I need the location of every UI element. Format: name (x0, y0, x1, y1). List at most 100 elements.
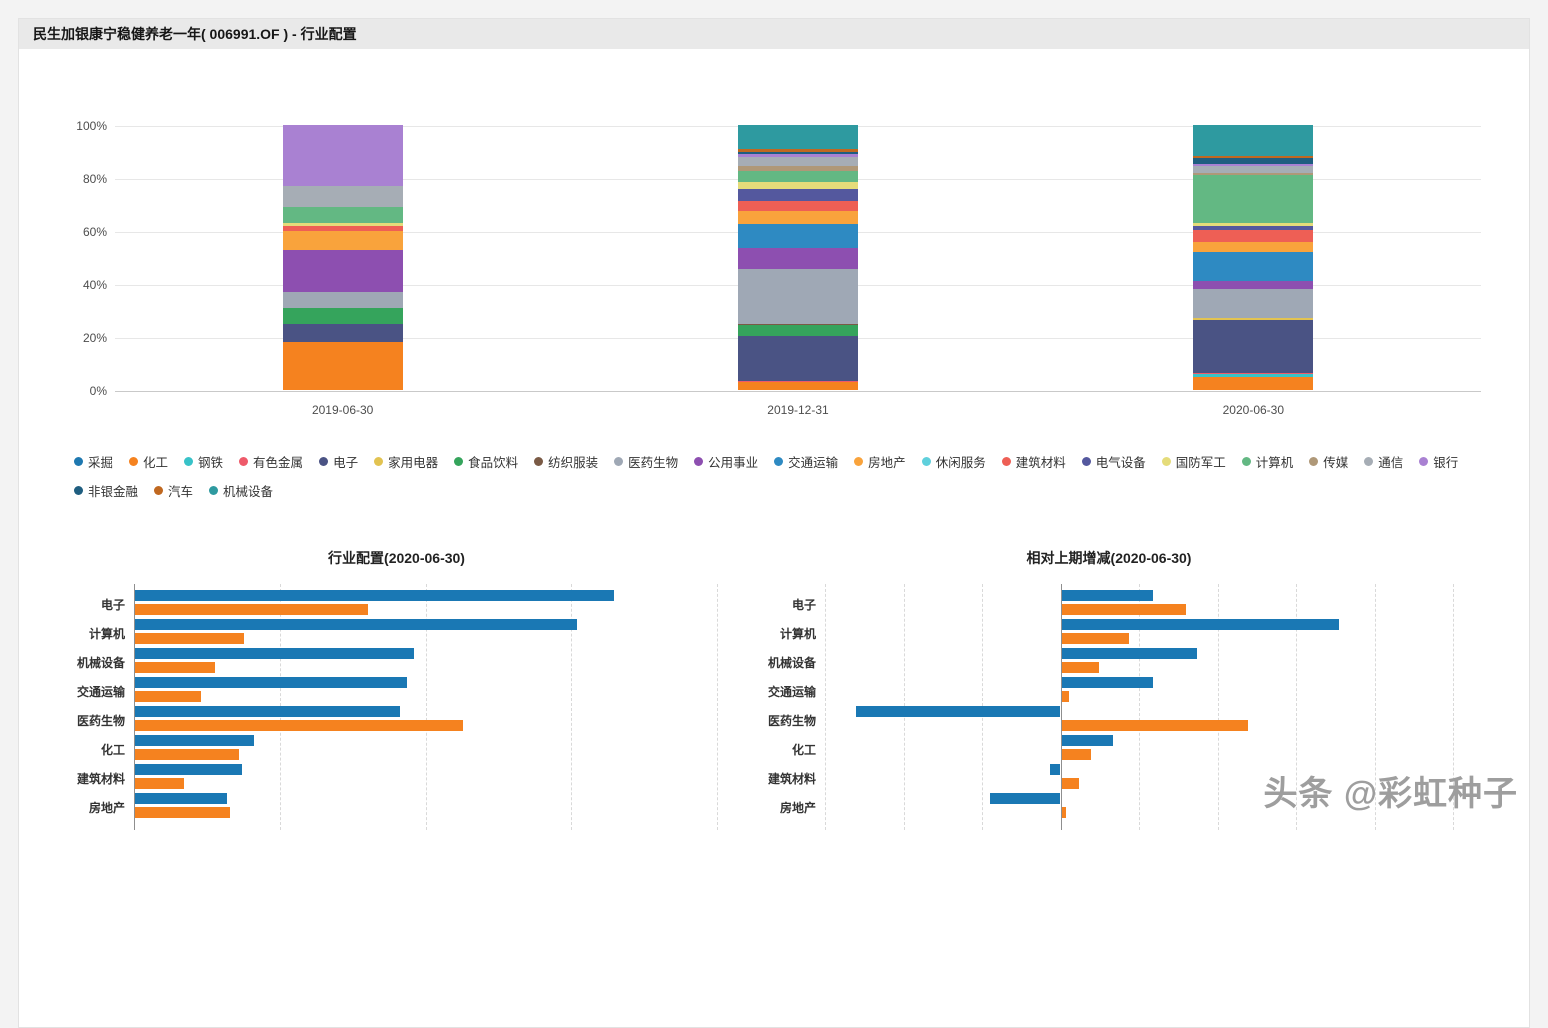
stacked-bar[interactable] (282, 125, 403, 390)
bar[interactable] (989, 793, 1061, 804)
bar-segment[interactable] (282, 231, 403, 250)
bar-segment[interactable] (738, 325, 858, 336)
bar-segment[interactable] (738, 224, 858, 249)
bar-segment[interactable] (738, 211, 858, 225)
bar-segment[interactable] (1193, 175, 1314, 224)
bar-segment[interactable] (1193, 241, 1314, 252)
bar-segment[interactable] (1193, 163, 1314, 167)
bar-segment[interactable] (738, 323, 858, 326)
legend-item[interactable]: 非银金融 (74, 481, 138, 500)
bar[interactable] (1061, 633, 1129, 644)
bar-segment[interactable] (738, 154, 858, 157)
bar-segment[interactable] (1193, 288, 1314, 318)
legend-item[interactable]: 电气设备 (1081, 452, 1146, 471)
bar-segment[interactable] (282, 125, 403, 187)
bar-segment[interactable] (1193, 377, 1314, 390)
bar[interactable] (135, 764, 242, 775)
bar-segment[interactable] (738, 125, 858, 149)
legend-item[interactable]: 纺织服装 (534, 452, 598, 471)
bar-segment[interactable] (282, 249, 403, 292)
legend-item[interactable]: 休闲服务 (921, 452, 986, 471)
bar[interactable] (135, 793, 228, 804)
bar[interactable] (135, 749, 240, 760)
legend-item[interactable]: 国防军工 (1161, 452, 1226, 471)
legend-item[interactable]: 建筑材料 (1001, 452, 1066, 471)
bar-segment[interactable] (1193, 223, 1314, 226)
legend-item[interactable]: 通信 (1364, 452, 1403, 471)
bar-segment[interactable] (1193, 230, 1314, 242)
bar-segment[interactable] (738, 200, 858, 212)
bar[interactable] (135, 720, 463, 731)
legend-item[interactable]: 家用电器 (374, 452, 438, 471)
legend-item[interactable]: 汽车 (154, 481, 193, 500)
bar-segment[interactable] (1193, 320, 1314, 373)
bar-segment[interactable] (1193, 158, 1314, 164)
legend-item[interactable]: 化工 (129, 452, 168, 471)
bar[interactable] (135, 648, 415, 659)
bar-segment[interactable] (282, 223, 403, 226)
stacked-bar[interactable] (1193, 125, 1314, 390)
bar-segment[interactable] (1193, 317, 1314, 321)
bar-segment[interactable] (738, 269, 858, 324)
bar[interactable] (135, 735, 255, 746)
bar[interactable] (135, 807, 230, 818)
bar-segment[interactable] (282, 307, 403, 324)
bar-segment[interactable] (738, 335, 858, 381)
bar-segment[interactable] (738, 166, 858, 172)
bar[interactable] (1061, 691, 1070, 702)
bar-segment[interactable] (738, 171, 858, 183)
bar-segment[interactable] (738, 382, 858, 390)
bar-segment[interactable] (1193, 125, 1314, 156)
bar[interactable] (135, 662, 216, 673)
bar[interactable] (1061, 720, 1249, 731)
bar[interactable] (1061, 590, 1153, 601)
bar[interactable] (1061, 807, 1067, 818)
bar-segment[interactable] (1193, 251, 1314, 282)
legend-item[interactable]: 传媒 (1309, 452, 1348, 471)
bar-segment[interactable] (738, 188, 858, 201)
legend-item[interactable]: 计算机 (1241, 452, 1293, 471)
bar-segment[interactable] (282, 207, 403, 224)
bar[interactable] (135, 633, 245, 644)
bar-segment[interactable] (1193, 166, 1314, 173)
bar[interactable] (135, 590, 614, 601)
bar[interactable] (135, 691, 201, 702)
legend-item[interactable]: 有色金属 (239, 452, 303, 471)
legend-item[interactable]: 房地产 (854, 452, 906, 471)
bar-segment[interactable] (1193, 155, 1314, 159)
legend-item[interactable]: 机械设备 (209, 481, 273, 500)
bar[interactable] (856, 706, 1061, 717)
bar-segment[interactable] (1193, 225, 1314, 231)
bar-segment[interactable] (1193, 373, 1314, 378)
bar-segment[interactable] (738, 156, 858, 167)
legend-item[interactable]: 银行 (1419, 452, 1458, 471)
bar-segment[interactable] (1193, 281, 1314, 289)
legend-item[interactable]: 采掘 (74, 452, 113, 471)
bar-segment[interactable] (282, 342, 403, 390)
bar-segment[interactable] (738, 151, 858, 155)
bar-segment[interactable] (738, 248, 858, 270)
legend-item[interactable]: 电子 (319, 452, 358, 471)
bar-segment[interactable] (738, 380, 858, 383)
bar-segment[interactable] (282, 186, 403, 208)
bar[interactable] (135, 677, 408, 688)
bar-segment[interactable] (738, 182, 858, 189)
legend-item[interactable]: 医药生物 (614, 452, 678, 471)
bar[interactable] (1061, 648, 1197, 659)
bar[interactable] (135, 619, 578, 630)
bar-segment[interactable] (282, 225, 403, 232)
bar[interactable] (1061, 749, 1092, 760)
bar-segment[interactable] (282, 323, 403, 343)
legend-item[interactable]: 公用事业 (694, 452, 758, 471)
bar[interactable] (1061, 619, 1340, 630)
bar[interactable] (1049, 764, 1061, 775)
bar-segment[interactable] (738, 148, 858, 152)
legend-item[interactable]: 交通运输 (774, 452, 838, 471)
bar-segment[interactable] (282, 291, 403, 308)
bar[interactable] (135, 706, 400, 717)
bar-segment[interactable] (1193, 172, 1314, 176)
bar[interactable] (1061, 662, 1100, 673)
bar[interactable] (135, 604, 369, 615)
bar[interactable] (1061, 778, 1079, 789)
stacked-bar[interactable] (738, 125, 858, 390)
